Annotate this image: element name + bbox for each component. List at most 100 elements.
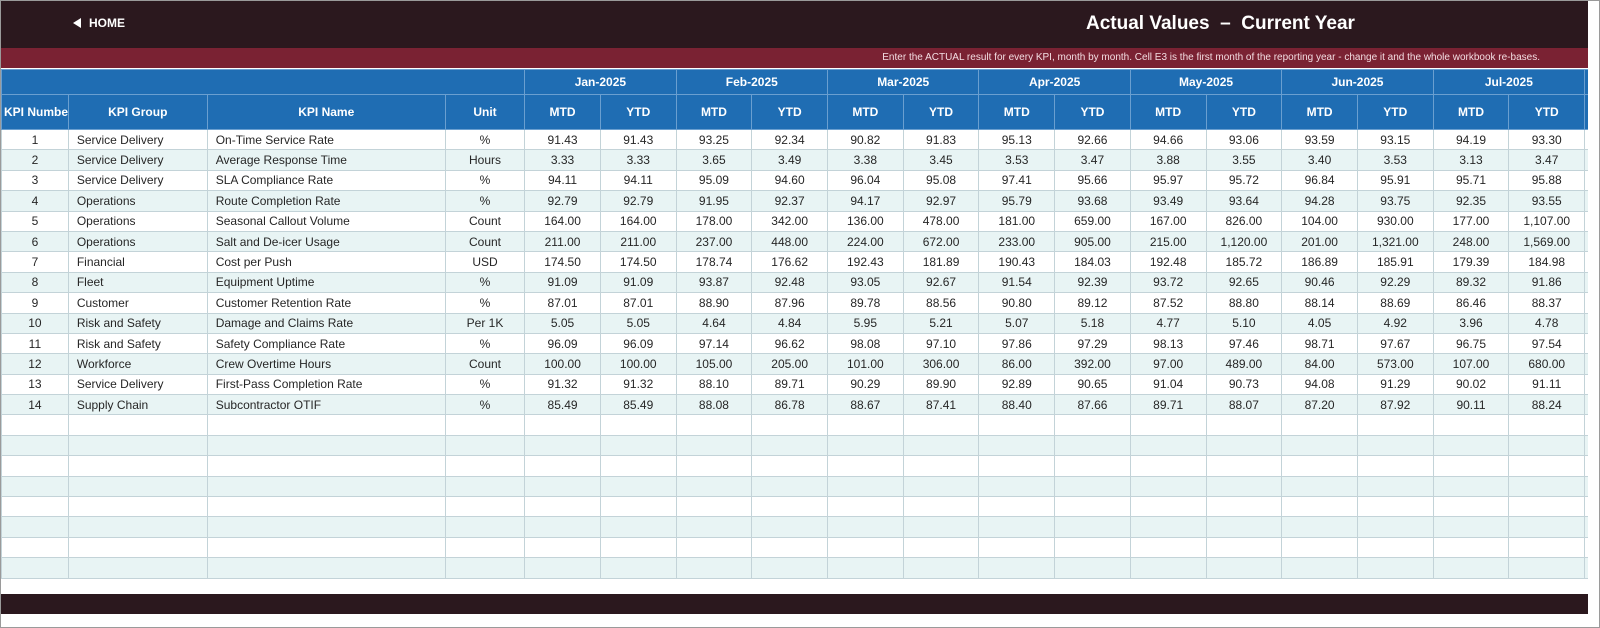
kpi-cell: 11 — [1, 332, 69, 355]
header-row-columns: KPI Number KPI Group KPI Name Unit MTD YTD MTD… — [1, 94, 1588, 130]
period-header: MTD — [978, 94, 1056, 130]
period-header: MTD — [1129, 94, 1207, 130]
kpi-cell: 10 — [1, 312, 69, 334]
value-cell: 90.53 — [1584, 190, 1588, 212]
empty-cell — [1584, 557, 1588, 579]
value-cell: 94.11 — [599, 169, 677, 192]
empty-cell — [1, 434, 69, 457]
value-cell: 3.33 — [524, 149, 601, 171]
empty-cell — [978, 475, 1056, 498]
value-cell: 90.46 — [1281, 271, 1358, 294]
empty-row — [1, 496, 1588, 518]
value-cell: 93.59 — [1281, 128, 1358, 151]
empty-cell — [827, 516, 904, 538]
value-cell: 87.01 — [524, 292, 601, 314]
value-cell: 87.92 — [1356, 394, 1434, 416]
value-cell: 5.18 — [1054, 312, 1131, 334]
empty-cell — [206, 557, 446, 579]
kpi-cell: 3 — [1, 169, 69, 192]
empty-cell — [751, 414, 828, 436]
value-cell: 95.08 — [902, 169, 980, 192]
kpi-cell: % — [444, 373, 526, 396]
column-header: Unit — [444, 94, 526, 130]
value-cell: 185.91 — [1356, 251, 1434, 273]
kpi-table: Jan-2025 Feb-2025 Mar-2025 Apr-2025 May-2025… — [1, 69, 1588, 579]
value-cell: 105.00 — [675, 353, 753, 375]
value-cell: 89.32 — [1432, 271, 1510, 294]
value-cell: 92.91 — [1584, 271, 1588, 294]
value-cell: 3.65 — [675, 149, 753, 171]
value-cell: 184.98 — [1508, 251, 1586, 273]
kpi-cell: % — [444, 332, 526, 355]
empty-cell — [1356, 557, 1434, 579]
empty-cell — [675, 475, 753, 498]
value-cell: 90.65 — [1054, 373, 1131, 396]
kpi-cell: Operations — [67, 190, 208, 212]
empty-cell — [751, 475, 828, 498]
empty-cell — [1584, 496, 1588, 518]
empty-cell — [1281, 475, 1358, 498]
kpi-cell: % — [444, 292, 526, 314]
value-cell: 5.95 — [827, 312, 904, 334]
empty-cell — [827, 414, 904, 436]
value-cell: 489.00 — [1205, 353, 1283, 375]
value-cell: 5.21 — [902, 312, 980, 334]
empty-cell — [902, 475, 980, 498]
value-cell: 98.13 — [1129, 332, 1207, 355]
value-cell: 1,120.00 — [1205, 230, 1283, 253]
empty-cell — [675, 455, 753, 477]
value-cell: 3.09 — [1584, 149, 1588, 171]
empty-cell — [1, 496, 69, 518]
value-cell: 93.68 — [1054, 190, 1131, 212]
empty-cell — [1508, 455, 1586, 477]
empty-cell — [1281, 557, 1358, 579]
empty-cell — [1054, 434, 1131, 457]
empty-cell — [206, 496, 446, 518]
value-cell: 88.69 — [1356, 292, 1434, 314]
empty-cell — [1281, 516, 1358, 538]
kpi-row: 1 Service Delivery On-Time Service Rate% 91… — [1, 128, 1588, 151]
value-cell: 3.40 — [1281, 149, 1358, 171]
value-cell: 88.08 — [675, 394, 753, 416]
empty-cell — [675, 434, 753, 457]
value-cell: 95.79 — [978, 190, 1056, 212]
value-cell: 88.90 — [675, 292, 753, 314]
value-cell: 5.05 — [524, 312, 601, 334]
empty-cell — [751, 496, 828, 518]
empty-cell — [1, 414, 69, 436]
period-header: YTD — [1508, 94, 1586, 130]
value-cell: 3.47 — [1054, 149, 1131, 171]
value-cell: 4.84 — [751, 312, 828, 334]
value-cell: 96.88 — [1584, 332, 1588, 355]
empty-cell — [1054, 536, 1131, 559]
empty-cell — [67, 475, 208, 498]
kpi-cell: Service Delivery — [67, 149, 208, 171]
period-header: YTD — [902, 94, 980, 130]
empty-cell — [1432, 414, 1510, 436]
empty-cell — [1584, 536, 1588, 559]
kpi-cell: Customer Retention Rate — [206, 292, 446, 314]
value-cell: 136.00 — [827, 210, 904, 232]
kpi-row: 6 Operations Salt and De-icer Usage Count 21… — [1, 230, 1588, 253]
value-cell: 97.67 — [1356, 332, 1434, 355]
value-cell: 92.48 — [751, 271, 828, 294]
value-cell: 224.00 — [827, 230, 904, 253]
value-cell: 89.90 — [902, 373, 980, 396]
kpi-cell: 7 — [1, 251, 69, 273]
kpi-cell: Risk and Safety — [67, 312, 208, 334]
empty-cell — [1129, 434, 1207, 457]
kpi-row: 9 Customer Customer Retention Rate% 87.01 87… — [1, 292, 1588, 314]
value-cell: 96.62 — [751, 332, 828, 355]
value-cell: 93.55 — [1508, 190, 1586, 212]
home-button[interactable]: HOME — [73, 16, 125, 30]
value-cell: 91.11 — [1508, 373, 1586, 396]
empty-cell — [206, 434, 446, 457]
value-cell: 87.20 — [1281, 394, 1358, 416]
empty-cell — [1, 536, 69, 559]
value-cell: 181.00 — [978, 210, 1056, 232]
period-header: YTD — [1356, 94, 1434, 130]
empty-cell — [902, 434, 980, 457]
empty-cell — [978, 496, 1056, 518]
empty-cell — [1508, 434, 1586, 457]
empty-cell — [1432, 455, 1510, 477]
